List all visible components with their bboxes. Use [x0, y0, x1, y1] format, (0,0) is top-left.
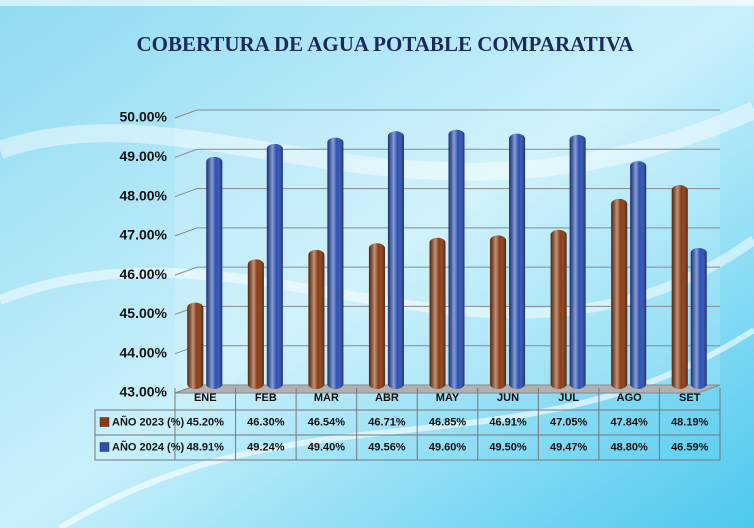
grid-line — [174, 148, 720, 158]
data-label: 45.20% — [187, 416, 225, 428]
bar-shine — [266, 143, 283, 389]
data-label: 46.71% — [368, 416, 406, 428]
data-label: 49.56% — [368, 441, 406, 453]
bar-shine — [187, 302, 204, 389]
y-tick-label: 48.00% — [120, 187, 168, 203]
bar-shine — [206, 156, 223, 389]
x-tick-label: JUL — [558, 392, 579, 404]
bar-shine — [630, 161, 647, 389]
y-tick-label: 46.00% — [120, 266, 168, 282]
bar-shine — [448, 129, 465, 389]
swoosh — [0, 101, 754, 181]
y-tick-label: 47.00% — [120, 227, 168, 243]
grid-line — [174, 227, 720, 237]
x-tick-label: MAY — [436, 392, 460, 404]
bar-shine — [671, 185, 688, 389]
legend-label: AÑO 2023 (%) — [112, 415, 184, 428]
data-label: 46.85% — [429, 416, 467, 428]
data-label: 48.91% — [187, 441, 225, 453]
bar-shine — [690, 247, 707, 389]
y-tick-label: 49.00% — [120, 148, 168, 164]
grid-line — [174, 266, 720, 276]
x-tick-label: ABR — [375, 392, 399, 404]
grid-line — [174, 188, 720, 198]
data-label: 49.60% — [429, 441, 467, 453]
legend-label: AÑO 2024 (%) — [112, 440, 184, 453]
data-label: 46.91% — [489, 416, 527, 428]
bar-shine — [308, 249, 325, 389]
swoosh — [58, 327, 754, 528]
data-label: 49.40% — [308, 441, 346, 453]
bar-shine — [387, 131, 404, 390]
x-tick-label: ENE — [194, 392, 217, 404]
bar-shine — [509, 133, 526, 389]
data-label: 46.59% — [671, 441, 709, 453]
bar-shine — [327, 137, 344, 389]
bar-shine — [490, 235, 507, 389]
data-label: 49.50% — [489, 441, 527, 453]
grid-line — [174, 109, 720, 119]
data-label: 46.54% — [308, 416, 346, 428]
data-label: 47.84% — [611, 416, 649, 428]
y-tick-label: 45.00% — [120, 305, 168, 321]
legend-swatch — [99, 442, 110, 452]
y-tick-label: 44.00% — [120, 344, 168, 360]
x-tick-label: MAR — [314, 392, 339, 404]
bar-shine — [429, 237, 446, 389]
x-tick-label: AGO — [617, 392, 643, 404]
chart-title: COBERTURA DE AGUA POTABLE COMPARATIVA — [136, 32, 634, 56]
bar-shine — [368, 243, 385, 389]
x-tick-label: FEB — [255, 392, 277, 404]
x-tick-label: SET — [679, 392, 701, 404]
y-tick-label: 50.00% — [120, 109, 168, 125]
top-band — [0, 0, 754, 6]
y-tick-label: 43.00% — [120, 384, 168, 400]
data-label: 46.30% — [247, 416, 285, 428]
data-label: 49.24% — [247, 441, 285, 453]
bar-shine — [550, 229, 567, 389]
data-label: 48.80% — [611, 441, 649, 453]
bar-shine — [247, 259, 264, 389]
legend-swatch — [99, 417, 110, 427]
data-label: 48.19% — [671, 416, 709, 428]
bar-shine — [569, 134, 586, 389]
data-label: 47.05% — [550, 416, 588, 428]
bar-shine — [611, 198, 628, 389]
x-tick-label: JUN — [497, 392, 519, 404]
data-label: 49.47% — [550, 441, 588, 453]
